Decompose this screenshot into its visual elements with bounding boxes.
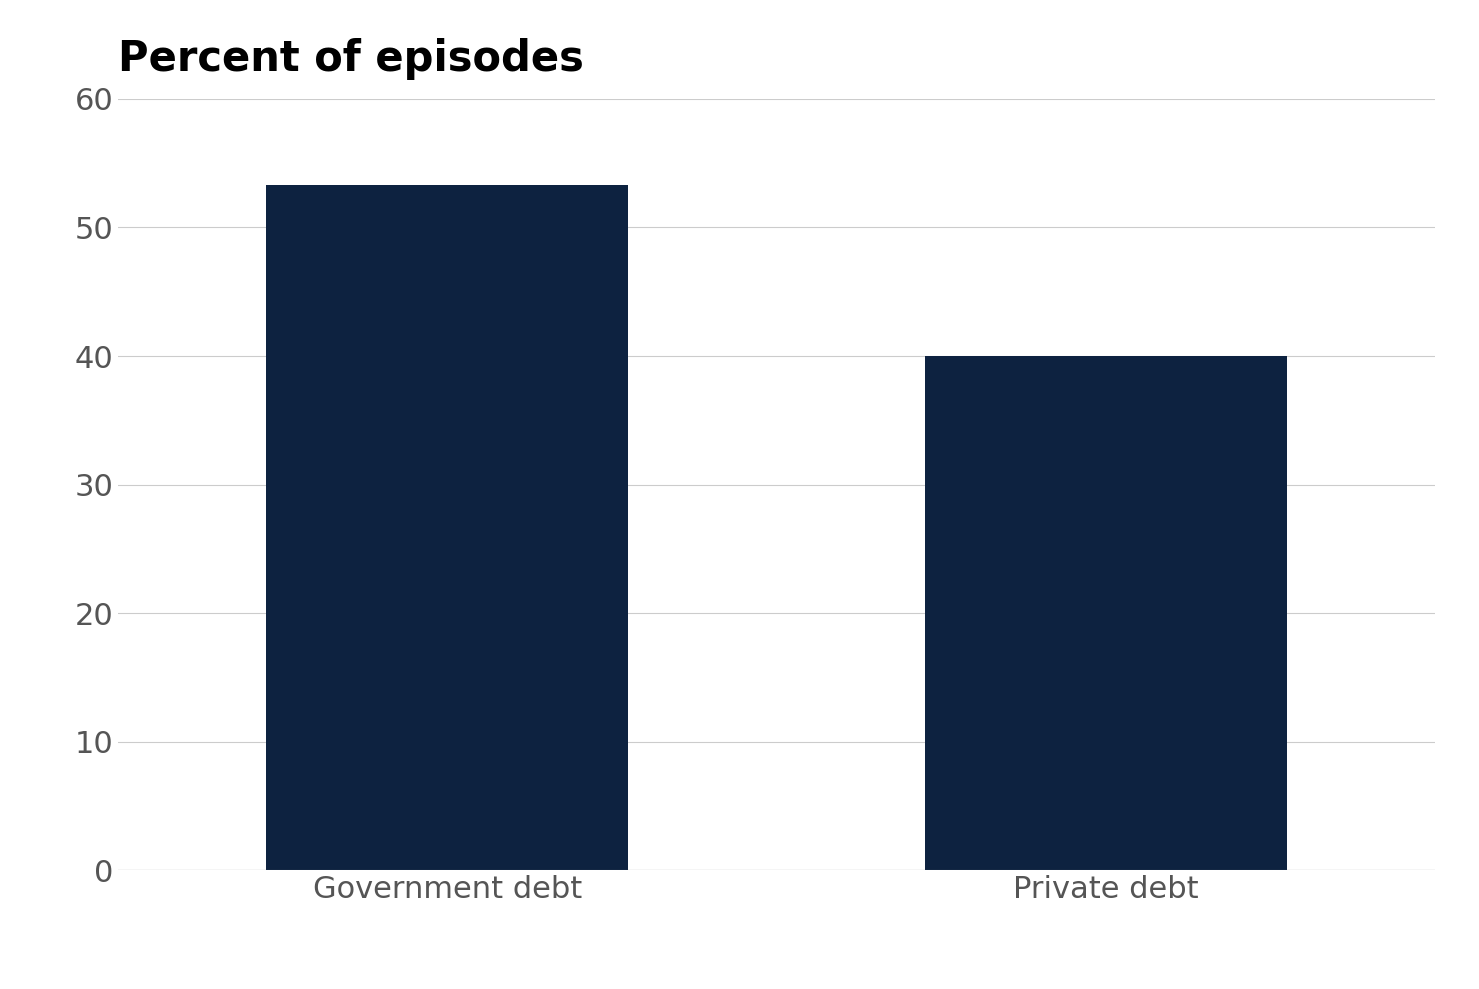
Text: Percent of episodes: Percent of episodes xyxy=(118,39,584,80)
Bar xyxy=(266,185,629,870)
Bar xyxy=(924,356,1287,870)
